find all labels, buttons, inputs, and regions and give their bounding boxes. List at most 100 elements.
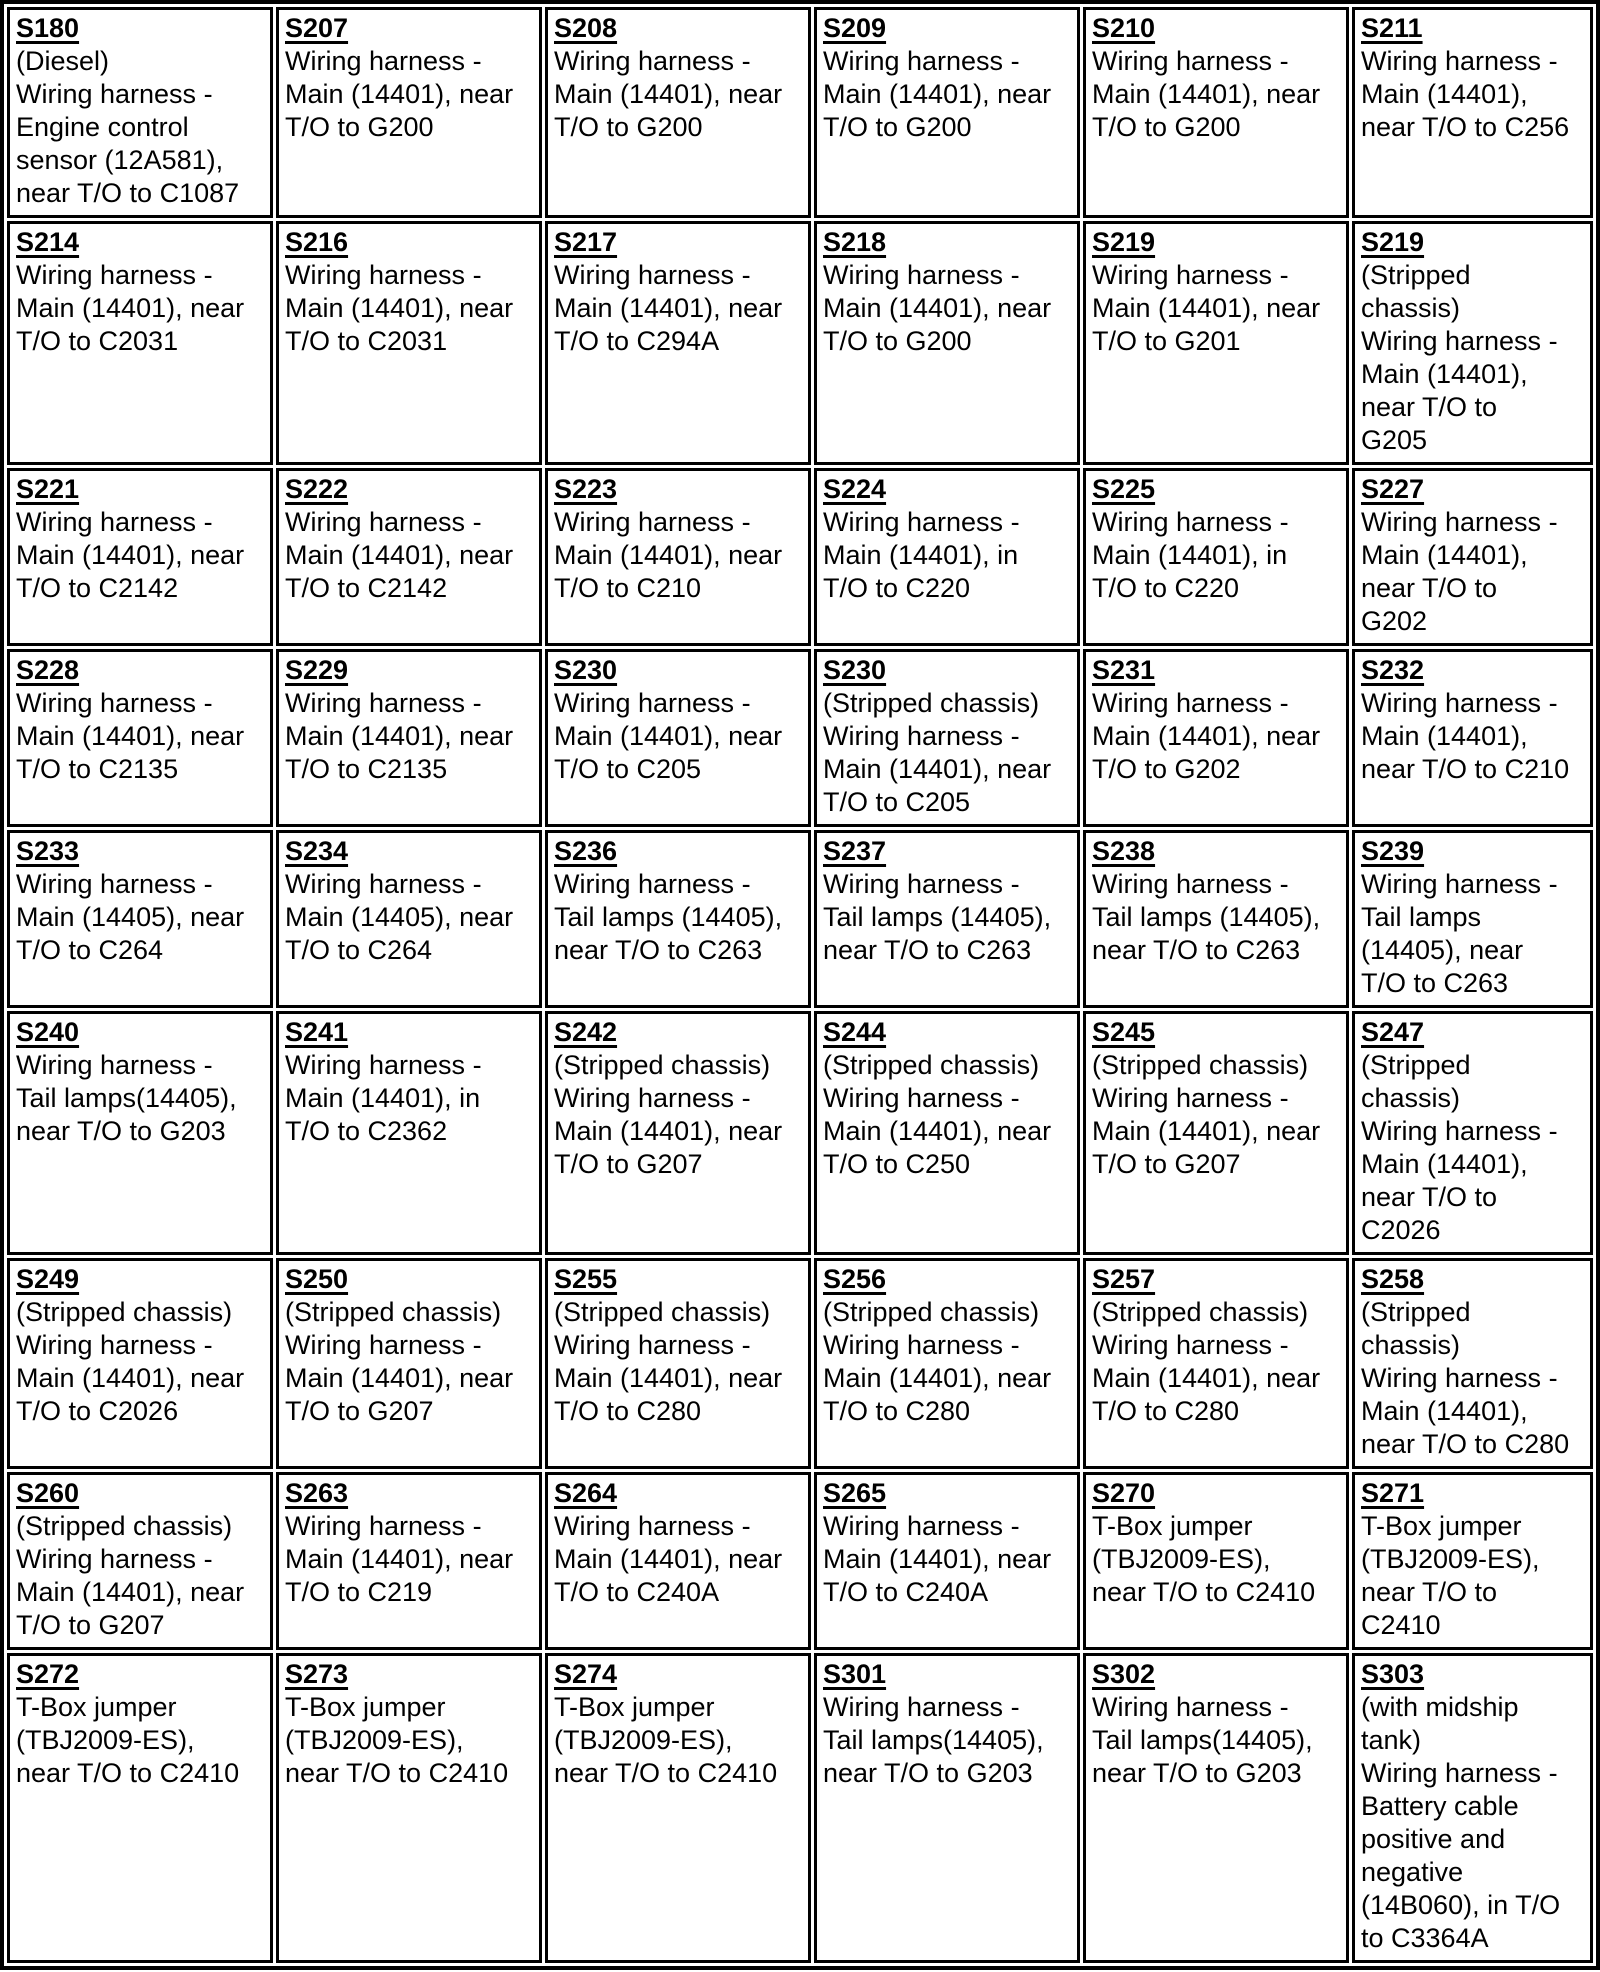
splice-description-line: Wiring harness - [16,1330,213,1360]
splice-id-link[interactable]: S208 [554,13,618,43]
splice-id-link[interactable]: S260 [16,1478,80,1508]
splice-id-link[interactable]: S272 [16,1659,80,1689]
splice-id-link[interactable]: S210 [1092,13,1156,43]
splice-id-link[interactable]: S234 [285,836,349,866]
splice-description-line: Tail lamps(14405), [16,1083,237,1113]
splice-description-line: Main (14401), near [1092,293,1321,323]
splice-id-link[interactable]: S240 [16,1017,80,1047]
splice-description-line: Main (14401), [1361,1149,1528,1179]
splice-id-link[interactable]: S180 [16,13,80,43]
splice-cell: S224 Wiring harness - Main (14401), in T/O … [814,468,1080,646]
splice-id-link[interactable]: S207 [285,13,349,43]
splice-id-link[interactable]: S256 [823,1264,887,1294]
splice-id-link[interactable]: S239 [1361,836,1425,866]
splice-description-line: Main (14401), near [823,754,1052,784]
splice-description-line: Wiring harness - [823,721,1020,751]
splice-id-link[interactable]: S273 [285,1659,349,1689]
splice-cell: S274 T-Box jumper (TBJ2009-ES), near T/O to… [545,1653,811,1963]
splice-id-link[interactable]: S229 [285,655,349,685]
splice-cell: S303 (with midship tank) Wiring harness - Ba… [1352,1653,1593,1963]
splice-id-link[interactable]: S274 [554,1659,618,1689]
splice-id-link[interactable]: S230 [554,655,618,685]
splice-id-link[interactable]: S244 [823,1017,887,1047]
splice-id-link[interactable]: S255 [554,1264,618,1294]
splice-description-line: (TBJ2009-ES), [1361,1544,1540,1574]
splice-id-link[interactable]: S238 [1092,836,1156,866]
splice-id-link[interactable]: S230 [823,655,887,685]
splice-description-line: Wiring harness - [554,260,751,290]
splice-cell: S216 Wiring harness - Main (14401), near T/… [276,221,542,465]
splice-description-line: T/O to C263 [1361,968,1509,998]
splice-description-line: Main (14401), in [285,1083,481,1113]
splice-id-link[interactable]: S231 [1092,655,1156,685]
splice-description-line: T-Box jumper [1092,1511,1253,1541]
splice-description-line: T-Box jumper [285,1692,446,1722]
splice-id-link[interactable]: S232 [1361,655,1425,685]
splice-cell: S210 Wiring harness - Main (14401), near T/… [1083,7,1349,218]
splice-id-link[interactable]: S242 [554,1017,618,1047]
splice-id-link[interactable]: S247 [1361,1017,1425,1047]
splice-description-line: Main (14401), [1361,79,1528,109]
splice-description-line: T/O to C220 [1092,573,1240,603]
splice-cell: S234 Wiring harness - Main (14405), near T/… [276,830,542,1008]
splice-id-link[interactable]: S219 [1092,227,1156,257]
splice-description-line: (TBJ2009-ES), [554,1725,733,1755]
splice-id-link[interactable]: S303 [1361,1659,1425,1689]
splice-id-link[interactable]: S263 [285,1478,349,1508]
splice-id-link[interactable]: S209 [823,13,887,43]
splice-cell: S209 Wiring harness - Main (14401), near T/… [814,7,1080,218]
splice-id-link[interactable]: S270 [1092,1478,1156,1508]
splice-id-link[interactable]: S302 [1092,1659,1156,1689]
splice-id-link[interactable]: S214 [16,227,80,257]
splice-id-link[interactable]: S217 [554,227,618,257]
splice-id-link[interactable]: S250 [285,1264,349,1294]
splice-id-link[interactable]: S265 [823,1478,887,1508]
splice-id-link[interactable]: S228 [16,655,80,685]
splice-id-link[interactable]: S225 [1092,474,1156,504]
splice-id-link[interactable]: S301 [823,1659,887,1689]
splice-description-line: T/O to C280 [554,1396,702,1426]
splice-id-link[interactable]: S227 [1361,474,1425,504]
splice-id-link[interactable]: S211 [1361,13,1423,43]
splice-cell: S222 Wiring harness - Main (14401), near T/… [276,468,542,646]
splice-id-link[interactable]: S224 [823,474,887,504]
splice-description-line: T/O to C264 [16,935,164,965]
splice-description-line: (Stripped chassis) [1092,1050,1309,1080]
splice-description-line: near T/O to C256 [1361,112,1570,142]
splice-description-line: to C3364A [1361,1923,1489,1953]
splice-description-line: T/O to C2031 [16,326,179,356]
splice-id-link[interactable]: S222 [285,474,349,504]
splice-cell: S217 Wiring harness - Main (14401), near T/… [545,221,811,465]
splice-id-link[interactable]: S237 [823,836,887,866]
splice-id-link[interactable]: S241 [285,1017,349,1047]
splice-table-row: S249 (Stripped chassis) Wiring harness - Ma… [7,1258,1593,1469]
splice-id-link[interactable]: S221 [16,474,80,504]
splice-id-link[interactable]: S245 [1092,1017,1156,1047]
splice-table-row: S260 (Stripped chassis) Wiring harness - Ma… [7,1472,1593,1650]
splice-id-link[interactable]: S249 [16,1264,80,1294]
splice-id-link[interactable]: S223 [554,474,618,504]
splice-id-link[interactable]: S271 [1361,1478,1425,1508]
splice-id-link[interactable]: S233 [16,836,80,866]
splice-description-line: near T/O to G203 [823,1758,1033,1788]
splice-id-link[interactable]: S219 [1361,227,1425,257]
splice-cell: S271 T-Box jumper (TBJ2009-ES), near T/O to… [1352,1472,1593,1650]
splice-table-row: S228 Wiring harness - Main (14401), near T/… [7,649,1593,827]
splice-description-line: Wiring harness - [285,1330,482,1360]
splice-description-line: Wiring harness - [1092,688,1289,718]
splice-id-link[interactable]: S236 [554,836,618,866]
splice-description-line: T/O to C2362 [285,1116,448,1146]
splice-description-line: Main (14401), near [16,1363,245,1393]
splice-description-line: near T/O to [1361,1182,1498,1212]
splice-description-line: Wiring harness - [1361,869,1558,899]
splice-description-line: Wiring harness - [823,1692,1020,1722]
splice-id-link[interactable]: S264 [554,1478,618,1508]
splice-description-line: near T/O to C2410 [285,1758,509,1788]
splice-id-link[interactable]: S216 [285,227,349,257]
splice-id-link[interactable]: S218 [823,227,887,257]
splice-id-link[interactable]: S257 [1092,1264,1156,1294]
splice-id-link[interactable]: S258 [1361,1264,1425,1294]
splice-description-line: Wiring harness - [823,260,1020,290]
splice-cell: S258 (Stripped chassis) Wiring harness - Mai… [1352,1258,1593,1469]
splice-description-line: Wiring harness - [285,1511,482,1541]
